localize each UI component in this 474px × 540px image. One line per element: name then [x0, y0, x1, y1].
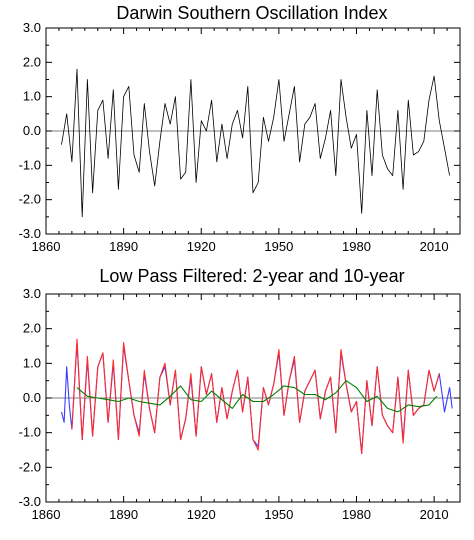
bottom-y-tick-label: 3.0: [23, 286, 41, 301]
bottom-series-line-1: [71, 338, 440, 455]
bottom-x-tick-label: 1980: [342, 507, 371, 522]
top-x-tick-label: 1950: [264, 239, 293, 254]
top-x-tick-label: 2010: [420, 239, 449, 254]
top-y-tick-label: 2.0: [23, 54, 41, 69]
top-plot-area: 1860 1890 1920 1950 1980 2010 3.0 2.0 1.0 0.0 -1.0…: [19, 20, 461, 254]
top-y-tick-label: -2.0: [19, 192, 41, 207]
bottom-y-tick-label: 2.0: [23, 321, 41, 336]
bottom-y-tick-label: -3.0: [19, 494, 41, 509]
bottom-series-line-2: [76, 380, 438, 413]
top-y-tick-label: 0.0: [23, 123, 41, 138]
top-y-tick-label: 3.0: [23, 20, 41, 35]
bottom-x-tick-label: 2010: [420, 507, 449, 522]
top-x-tick-label: 1860: [32, 239, 61, 254]
bottom-x-tick-label: 1920: [187, 507, 216, 522]
bottom-x-tick-label: 1890: [109, 507, 138, 522]
bottom-panel: Low Pass Filtered: 2-year and 10-year 18…: [19, 266, 461, 522]
bottom-y-tick-label: 1.0: [23, 355, 41, 370]
top-panel-title: Darwin Southern Oscillation Index: [116, 3, 387, 23]
bottom-y-tick-label: -2.0: [19, 459, 41, 474]
top-y-tick-label: -3.0: [19, 226, 41, 241]
bottom-y-tick-label: 0.0: [23, 390, 41, 405]
top-x-tick-label: 1890: [109, 239, 138, 254]
bottom-x-tick-label: 1950: [264, 507, 293, 522]
top-x-tick-label: 1920: [187, 239, 216, 254]
top-y-tick-label: -1.0: [19, 157, 41, 172]
top-x-tick-label: 1980: [342, 239, 371, 254]
bottom-y-tick-label: -1.0: [19, 425, 41, 440]
top-panel: Darwin Southern Oscillation Index 1860 18…: [19, 3, 461, 254]
bottom-panel-title: Low Pass Filtered: 2-year and 10-year: [99, 266, 404, 286]
top-series-line-0: [61, 68, 450, 218]
bottom-plot-area: 1860 1890 1920 1950 1980 2010 3.0 2.0 1.0 0.0 -1.0…: [19, 286, 461, 522]
bottom-x-tick-label: 1860: [32, 507, 61, 522]
top-y-tick-label: 1.0: [23, 89, 41, 104]
